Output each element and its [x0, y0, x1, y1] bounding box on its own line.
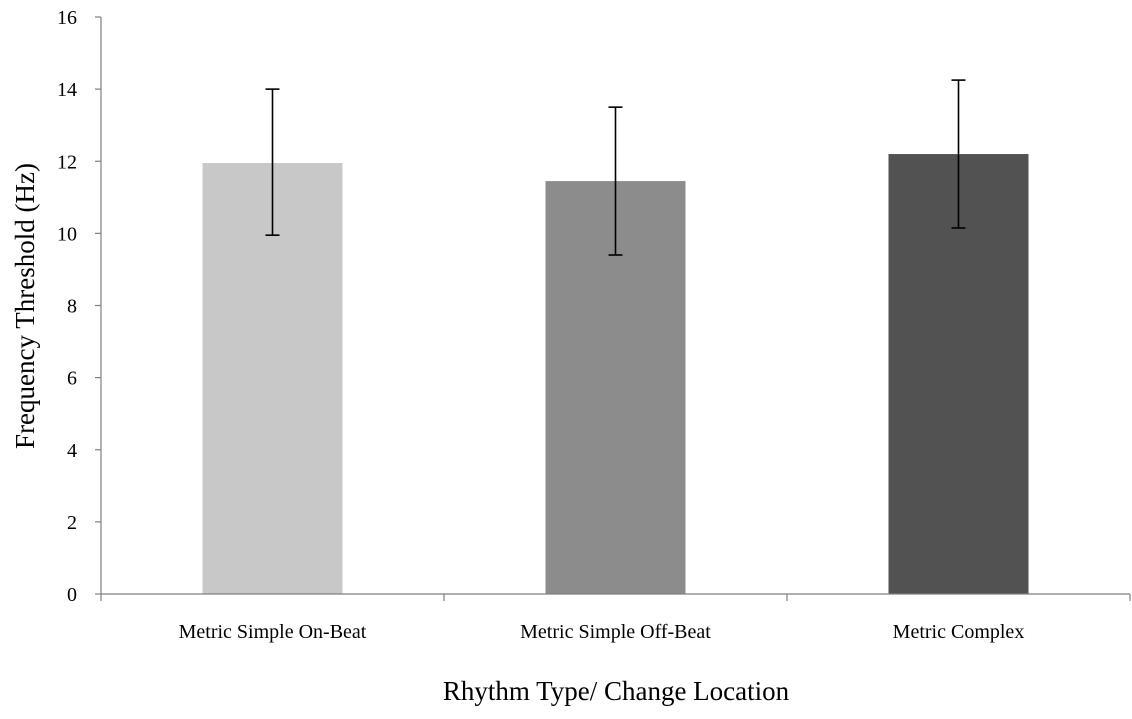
y-tick-label: 2 [67, 512, 77, 534]
y-tick-label: 6 [67, 368, 77, 390]
y-tick-label: 14 [57, 79, 77, 101]
x-axis-category-labels: Metric Simple On-Beat Metric Simple Off-B… [179, 621, 1025, 643]
y-axis-ticks: 0 2 4 6 8 10 12 14 16 [57, 7, 101, 606]
x-category-label: Metric Simple Off-Beat [520, 621, 711, 643]
y-axis-title: Frequency Threshold (Hz) [10, 163, 40, 449]
y-tick-label: 12 [57, 151, 77, 173]
x-axis-ticks [100, 594, 1131, 601]
x-category-label: Metric Complex [893, 621, 1025, 643]
x-axis-title: Rhythm Type/ Change Location [443, 676, 790, 706]
x-category-label: Metric Simple On-Beat [179, 621, 367, 643]
y-tick-label: 4 [67, 440, 77, 462]
y-tick-label: 8 [67, 296, 77, 318]
error-bars [265, 79, 966, 256]
y-tick-label: 10 [57, 223, 77, 245]
y-tick-label: 0 [67, 584, 77, 606]
y-tick-label: 16 [57, 7, 77, 29]
